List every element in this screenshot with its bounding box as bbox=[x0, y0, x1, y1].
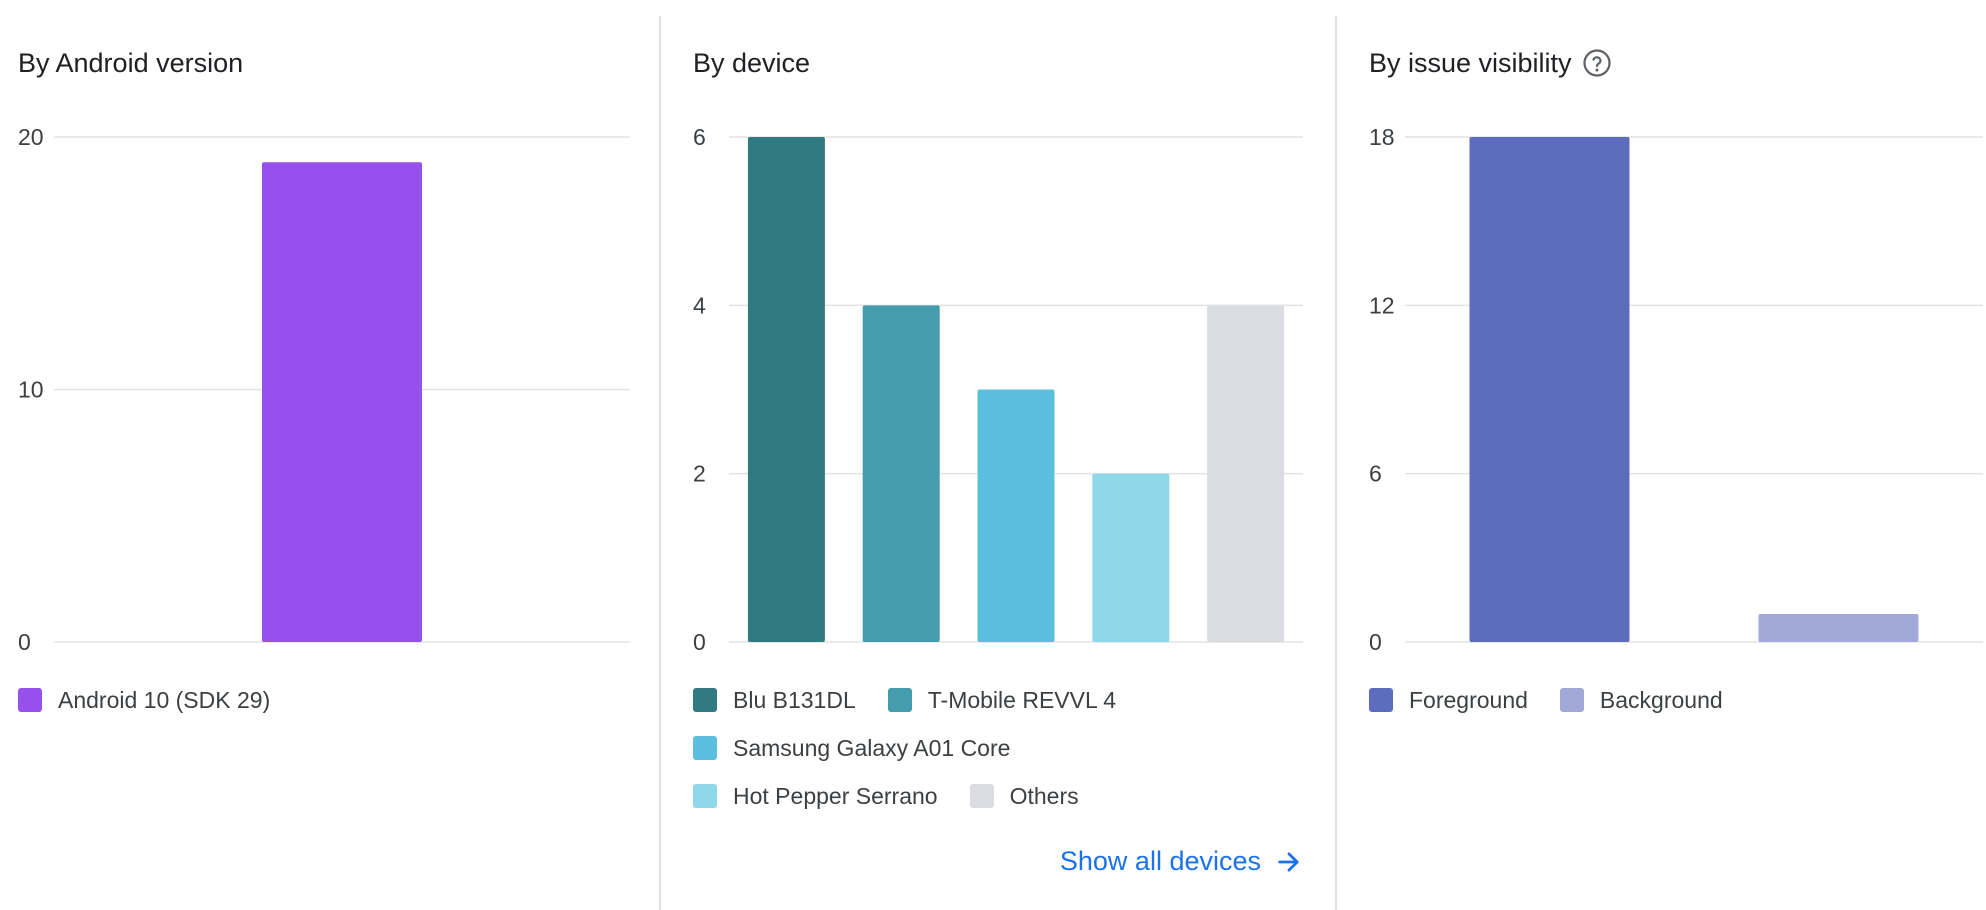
legend-item-t-mobile-revvl-4[interactable]: T-Mobile REVVL 4 bbox=[887, 686, 1117, 714]
issue-visibility-panel: By issue visibility 0 6 12 18 Foreground Ba… bbox=[1369, 0, 1983, 910]
bar[interactable] bbox=[262, 162, 422, 642]
legend-swatch bbox=[693, 736, 717, 760]
y-tick-label: 6 bbox=[1369, 461, 1382, 487]
legend-item-android-10[interactable]: Android 10 (SDK 29) bbox=[18, 687, 270, 714]
legend-swatch bbox=[693, 784, 717, 808]
y-tick-label: 2 bbox=[693, 461, 706, 487]
legend-swatch bbox=[18, 688, 42, 712]
android-version-title: By Android version bbox=[18, 48, 244, 78]
arrow-right-icon bbox=[1278, 851, 1299, 872]
y-tick-label: 0 bbox=[693, 629, 706, 655]
show-all-devices-label: Show all devices bbox=[1059, 846, 1261, 876]
android-version-chart: 0 10 20 bbox=[18, 124, 630, 655]
bar[interactable] bbox=[747, 137, 825, 642]
legend-label: Hot Pepper Serrano bbox=[733, 782, 938, 809]
legend-swatch bbox=[1559, 688, 1584, 712]
legend-swatch bbox=[693, 688, 717, 712]
legend-row: Foreground Background bbox=[1369, 676, 1755, 724]
device-chart: 0 2 4 6 bbox=[693, 124, 1303, 655]
legend-swatch bbox=[887, 688, 912, 712]
android-version-panel: By Android version 0 10 20 Android 10 (SDK… bbox=[18, 0, 630, 910]
y-tick-label: 12 bbox=[1369, 292, 1395, 318]
help-circle-icon[interactable] bbox=[1582, 48, 1612, 78]
legend-item-background[interactable]: Background bbox=[1559, 686, 1723, 714]
issue-visibility-legend: Foreground Background bbox=[1369, 676, 1755, 724]
legend-label: Samsung Galaxy A01 Core bbox=[733, 734, 1011, 761]
y-tick-label: 10 bbox=[18, 377, 44, 403]
y-tick-label: 20 bbox=[18, 124, 44, 150]
legend-label: T-Mobile REVVL 4 bbox=[927, 686, 1117, 713]
legend-label: Background bbox=[1599, 686, 1723, 713]
bar[interactable] bbox=[977, 389, 1055, 643]
legend-label: Blu B131DL bbox=[733, 686, 856, 713]
issue-visibility-chart: 0 6 12 18 bbox=[1369, 124, 1983, 655]
legend-item-blu-b131dl[interactable]: Blu B131DL bbox=[693, 687, 856, 714]
y-tick-label: 0 bbox=[18, 629, 31, 655]
y-tick-label: 4 bbox=[693, 292, 706, 318]
legend-item-samsung-galaxy-a01-core[interactable]: Samsung Galaxy A01 Core bbox=[693, 735, 1010, 762]
panel-divider bbox=[659, 16, 661, 910]
legend-row: Android 10 (SDK 29) bbox=[18, 676, 302, 724]
legend-item-others[interactable]: Others bbox=[969, 782, 1079, 810]
panel-divider bbox=[1335, 16, 1337, 910]
bar[interactable] bbox=[862, 305, 940, 642]
issue-visibility-title-text: By issue visibility bbox=[1369, 48, 1572, 78]
legend-swatch bbox=[1369, 688, 1393, 712]
legend-item-hot-pepper-serrano[interactable]: Hot Pepper Serrano bbox=[693, 783, 938, 810]
device-panel: By device 0 2 4 6 Blu B131DL T-Mobile REVVL… bbox=[693, 0, 1303, 910]
legend-label: Android 10 (SDK 29) bbox=[58, 686, 271, 713]
legend-row: Hot Pepper Serrano Others bbox=[693, 772, 1148, 820]
legend-label: Others bbox=[1009, 782, 1079, 809]
show-all-devices-link[interactable]: Show all devices bbox=[1060, 846, 1303, 877]
bar[interactable] bbox=[1758, 613, 1919, 642]
y-tick-label: 6 bbox=[693, 124, 706, 150]
legend-swatch bbox=[969, 784, 994, 808]
legend-row: Samsung Galaxy A01 Core bbox=[693, 724, 1148, 772]
legend-item-foreground[interactable]: Foreground bbox=[1369, 687, 1528, 714]
issue-visibility-title: By issue visibility bbox=[1369, 48, 1612, 79]
android-version-legend: Android 10 (SDK 29) bbox=[18, 676, 302, 724]
bar[interactable] bbox=[1469, 137, 1630, 642]
y-tick-label: 0 bbox=[1369, 629, 1382, 655]
device-title: By device bbox=[693, 48, 811, 78]
bar[interactable] bbox=[1207, 305, 1285, 642]
legend-row: Blu B131DL T-Mobile REVVL 4 bbox=[693, 676, 1148, 724]
y-tick-label: 18 bbox=[1369, 124, 1395, 150]
legend-label: Foreground bbox=[1409, 686, 1528, 713]
bar[interactable] bbox=[1092, 473, 1170, 642]
device-legend: Blu B131DL T-Mobile REVVL 4 Samsung Gala… bbox=[693, 676, 1148, 820]
